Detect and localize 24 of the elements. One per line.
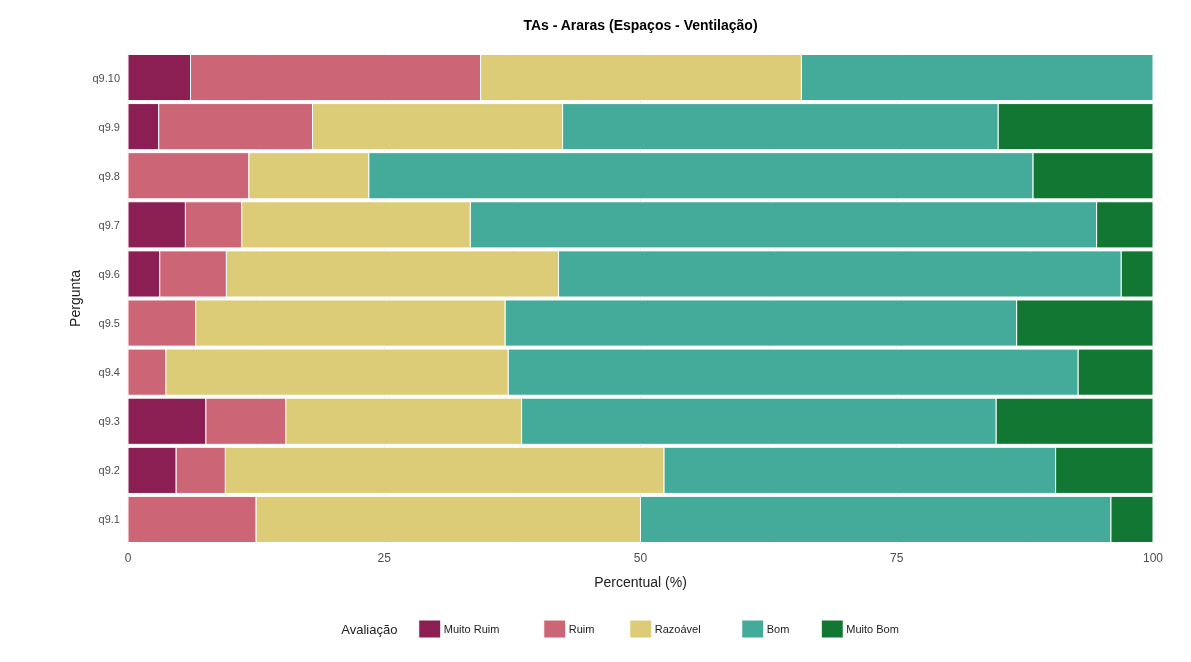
y-tick-label: q9.9 [98,120,120,133]
y-tick-label: q9.6 [98,267,120,280]
y-tick-label: q9.10 [92,71,120,84]
legend-label: Ruim [568,623,595,635]
y-tick-label: q9.1 [98,513,120,526]
x-tick-label: 25 [377,551,392,565]
legend-label: Muito Ruim [443,623,500,635]
y-tick-label: q9.7 [98,218,120,231]
y-tick-label: q9.4 [98,366,120,379]
y-axis-title: Pergunta [67,269,83,327]
legend-label: Muito Bom [846,623,899,635]
x-axis-title: Percentual (%) [594,574,687,590]
y-tick-label: q9.5 [98,317,120,330]
legend-title: Avaliação [341,622,398,637]
y-tick-label: q9.2 [98,464,120,477]
x-tick-label: 75 [890,551,904,565]
x-tick-label: 100 [1142,551,1164,565]
y-tick-label: q9.8 [98,169,120,182]
y-tick-label: q9.3 [98,415,120,428]
legend-label: Bom [766,623,790,635]
x-tick-label: 50 [633,551,648,565]
x-tick-label: 0 [124,551,132,565]
legend-label: Razoável [654,623,701,635]
chart-title: TAs - Araras (Espaços - Ventilação) [523,17,758,33]
